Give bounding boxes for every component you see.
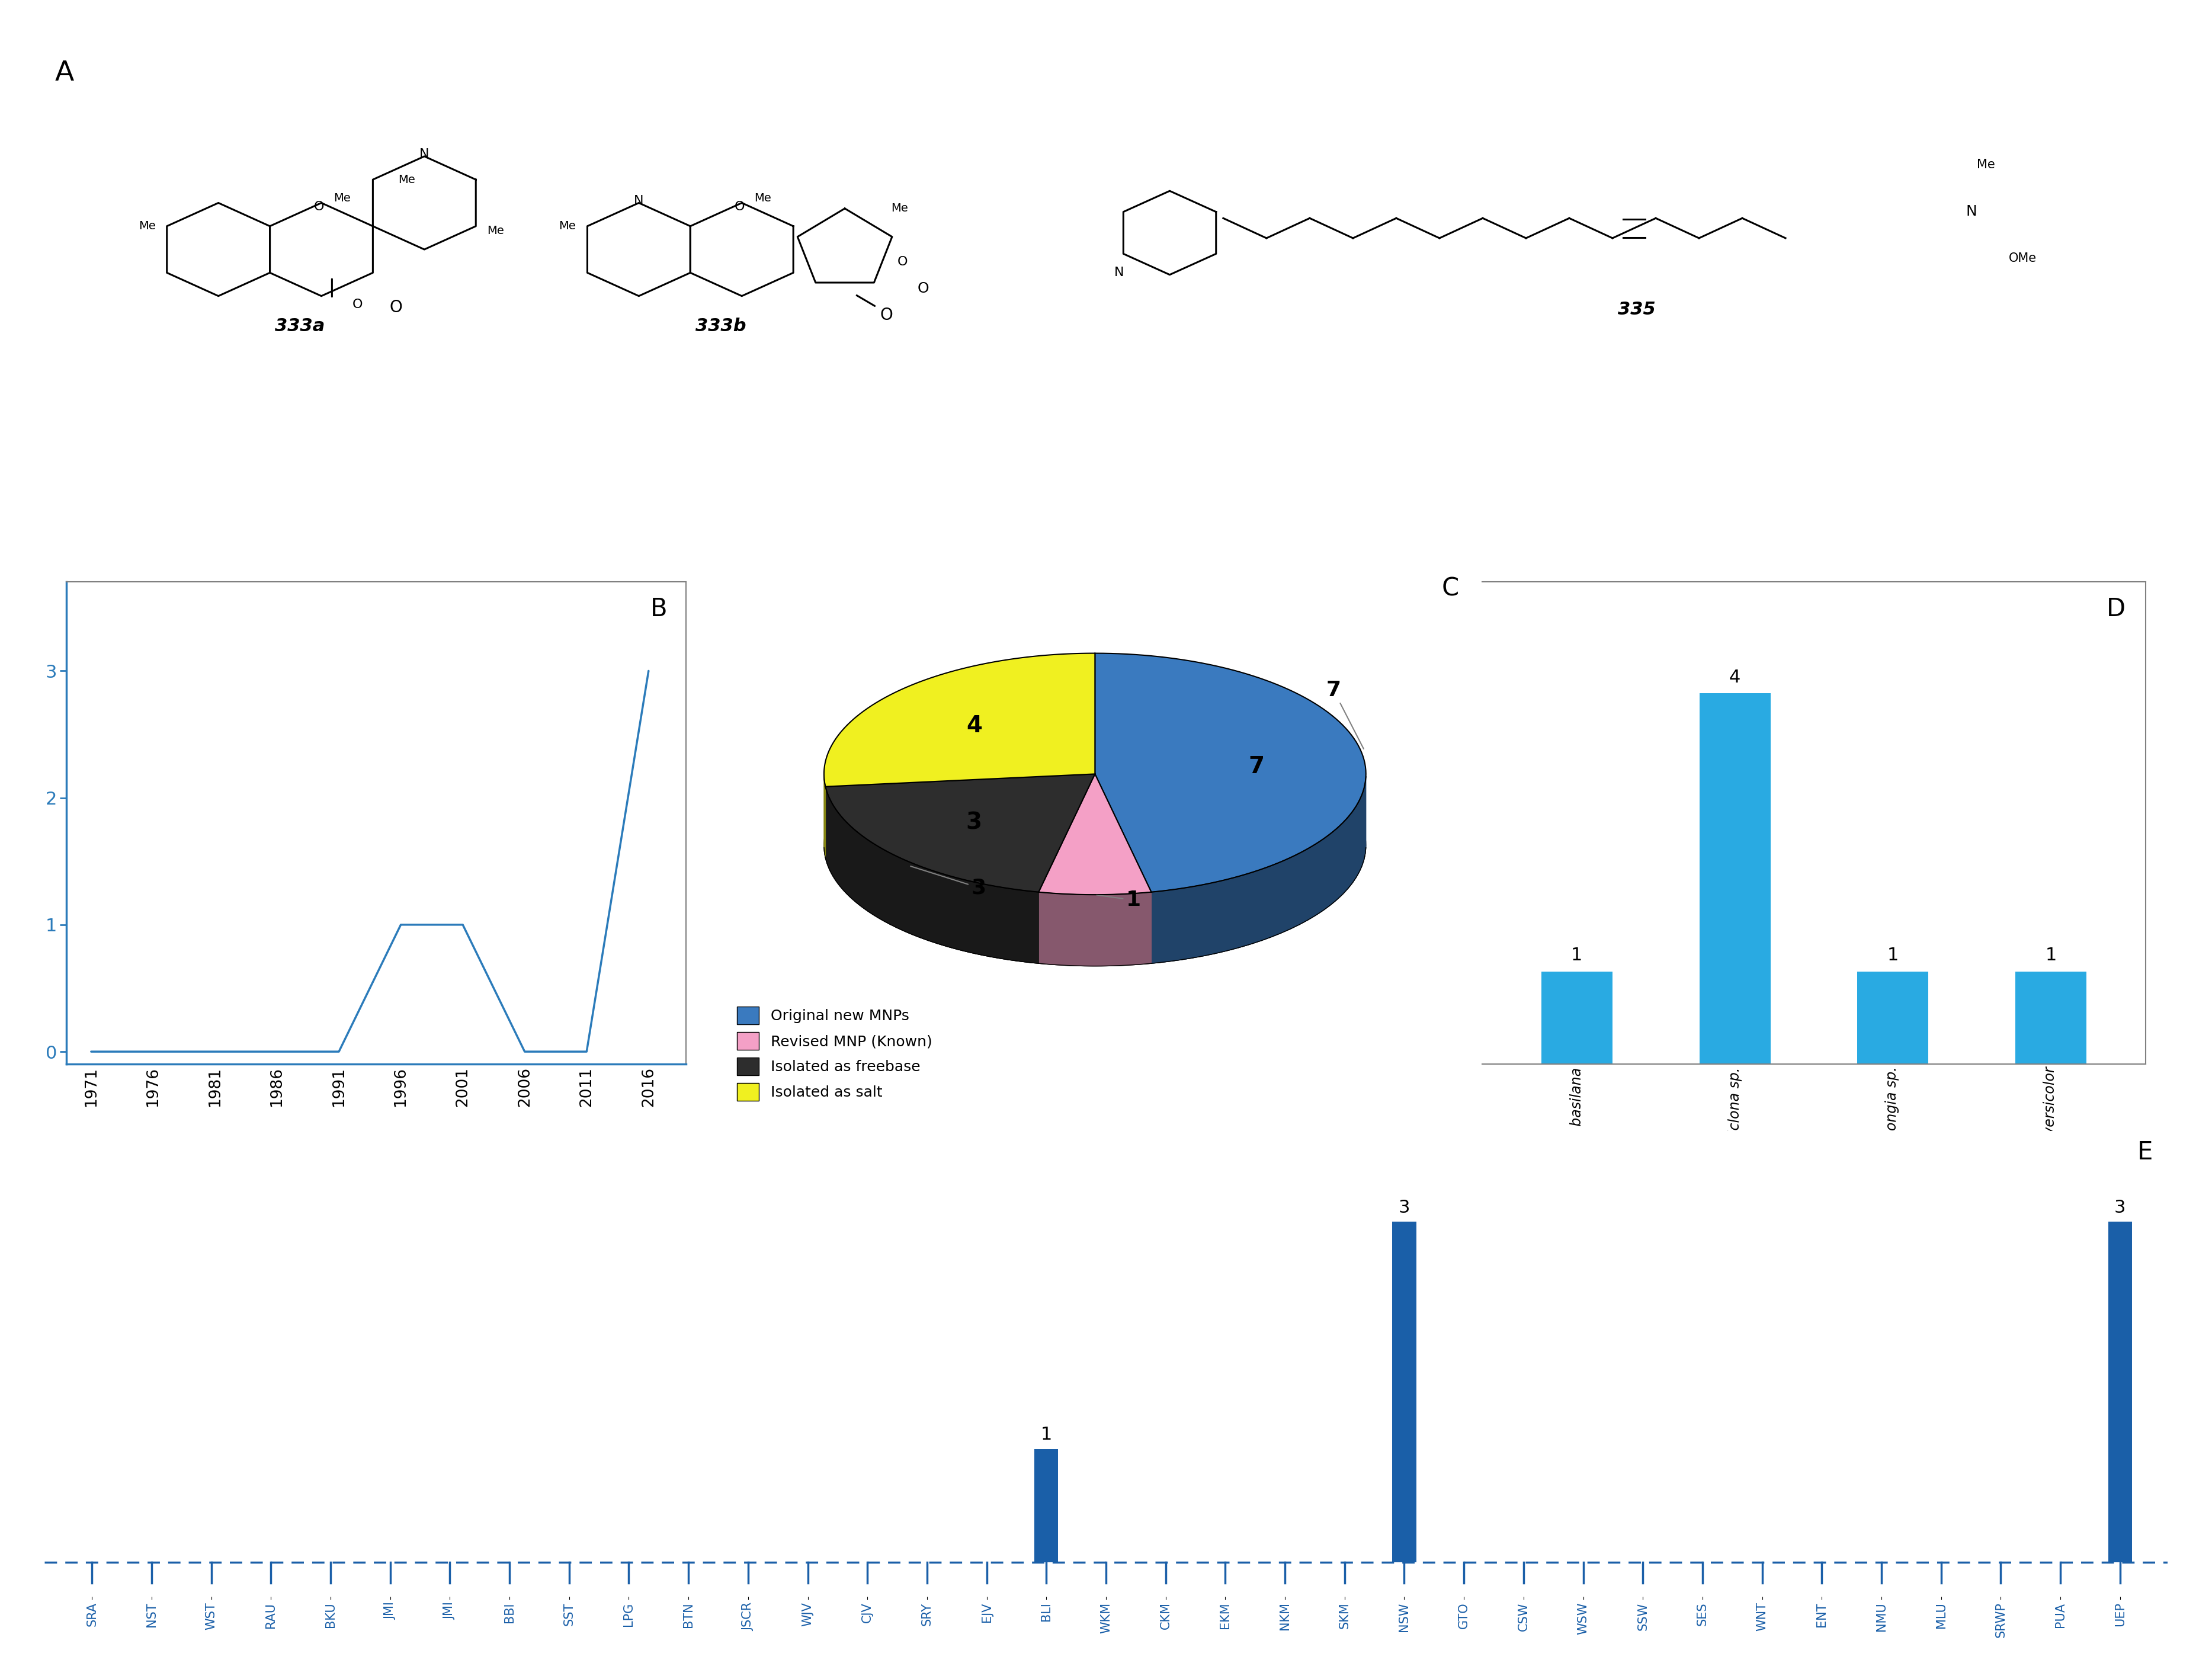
Text: N: N — [635, 195, 644, 206]
Text: C: C — [1442, 577, 1460, 602]
Text: Me: Me — [487, 225, 504, 236]
Text: O: O — [734, 201, 745, 213]
Text: Me: Me — [891, 203, 909, 215]
Text: 4: 4 — [967, 713, 982, 737]
Text: Me: Me — [560, 221, 575, 231]
Text: E: E — [2137, 1141, 2152, 1166]
Text: 333b: 333b — [695, 318, 745, 334]
Text: 1: 1 — [1097, 890, 1141, 910]
Polygon shape — [825, 654, 1095, 787]
Text: Me: Me — [1978, 160, 1995, 171]
Text: 7: 7 — [1325, 680, 1363, 748]
Text: OMe: OMe — [2008, 253, 2037, 264]
Text: 3: 3 — [1398, 1199, 1409, 1216]
Bar — [1542, 971, 1613, 1064]
Polygon shape — [825, 773, 1095, 891]
Text: 1: 1 — [1887, 946, 1898, 965]
Text: 3: 3 — [911, 866, 987, 898]
Text: 333a: 333a — [274, 318, 325, 334]
Text: N: N — [1966, 205, 1978, 218]
Polygon shape — [1095, 654, 1365, 891]
Text: 335: 335 — [1617, 301, 1657, 318]
Bar — [2108, 1222, 2132, 1563]
Text: 1: 1 — [1571, 946, 1582, 965]
Text: 1: 1 — [1040, 1425, 1053, 1443]
Text: O: O — [314, 201, 325, 213]
Text: A: A — [55, 60, 73, 86]
Text: O: O — [918, 281, 929, 296]
Text: Me: Me — [398, 175, 416, 185]
Text: Me: Me — [334, 193, 352, 205]
Text: N: N — [1115, 266, 1124, 278]
Bar — [1035, 1448, 1057, 1563]
Bar — [1391, 1222, 1416, 1563]
Text: 3: 3 — [2115, 1199, 2126, 1216]
Text: O: O — [389, 299, 403, 316]
Text: Me: Me — [754, 193, 772, 205]
Text: B: B — [650, 597, 668, 622]
Text: 4: 4 — [1730, 669, 1741, 685]
Text: N: N — [420, 148, 429, 160]
Text: O: O — [352, 298, 363, 311]
Bar — [1699, 693, 1770, 1064]
Polygon shape — [1150, 777, 1365, 963]
Text: Me: Me — [139, 221, 155, 231]
Text: 3: 3 — [967, 812, 982, 833]
Polygon shape — [825, 725, 1365, 966]
Bar — [1858, 971, 1929, 1064]
Polygon shape — [1040, 891, 1150, 966]
Text: D: D — [2106, 597, 2126, 622]
Text: 7: 7 — [1248, 755, 1265, 778]
Polygon shape — [1040, 773, 1150, 895]
Bar — [2015, 971, 2086, 1064]
Legend: Original new MNPs, Revised MNP (Known), Isolated as freebase, Isolated as salt: Original new MNPs, Revised MNP (Known), … — [730, 1001, 938, 1108]
Text: O: O — [898, 256, 907, 268]
Polygon shape — [825, 787, 1040, 963]
Text: 1: 1 — [2046, 946, 2057, 965]
Text: O: O — [880, 306, 894, 323]
